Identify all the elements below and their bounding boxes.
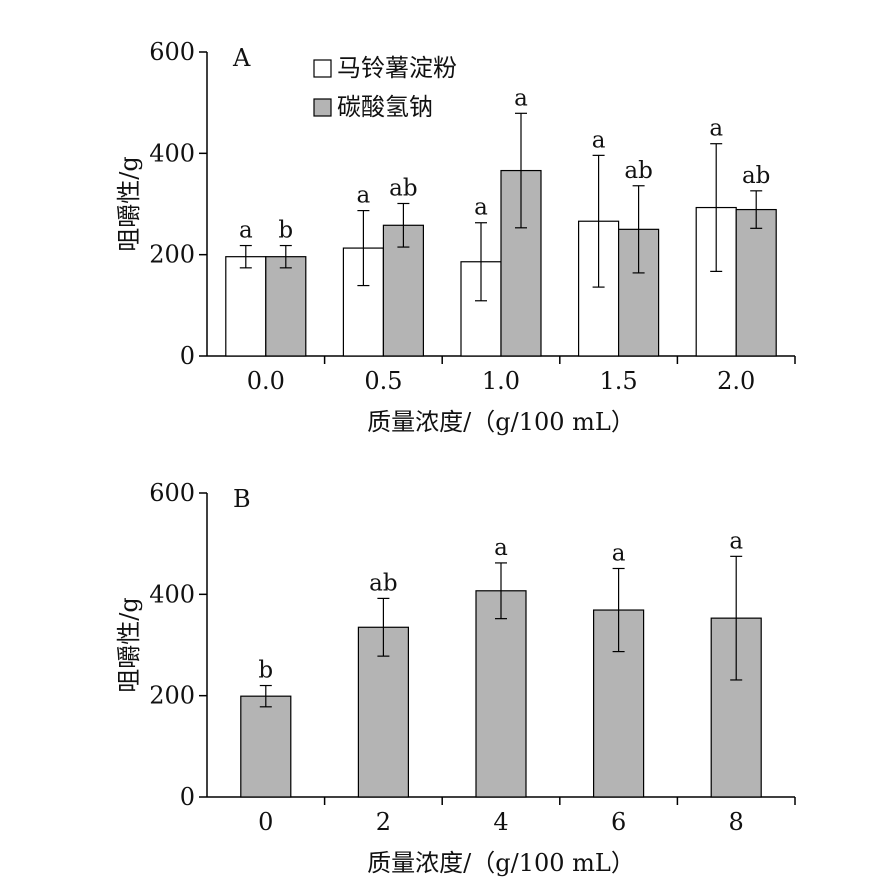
significance-letter: a: [729, 528, 743, 554]
y-axis-title: 咀嚼性/g: [115, 597, 143, 692]
y-tick-label: 0: [180, 783, 195, 811]
y-tick-label: 400: [149, 580, 195, 608]
bar: [475, 590, 527, 798]
x-tick-label: 2: [376, 808, 391, 836]
significance-letter: a: [474, 195, 488, 221]
y-tick-label: 200: [149, 241, 195, 269]
x-tick-label: 4: [493, 808, 508, 836]
x-tick-label: 2.0: [717, 367, 755, 395]
panel-a: 0 200 400 600 0.0 0.5 1.0 1.5 2.0 质量浓度/（g/100 mL）…: [115, 38, 796, 436]
significance-letter: b: [278, 218, 293, 244]
legend-swatch: [313, 59, 332, 78]
legend-label: 马铃薯淀粉: [337, 54, 457, 82]
y-axis-title: 咀嚼性/g: [115, 156, 143, 251]
x-axis-title: 质量浓度/（g/100 mL）: [367, 849, 635, 877]
bar: [735, 208, 777, 357]
significance-letter: a: [239, 218, 253, 244]
significance-letter: a: [494, 535, 508, 561]
x-tick-label: 0.0: [247, 367, 285, 395]
x-axis-title: 质量浓度/（g/100 mL）: [367, 408, 635, 436]
y-tick-label: 0: [180, 342, 195, 370]
y-tick-label: 600: [149, 38, 195, 66]
panel-b: 0 200 400 600 0 2 4 6 8 质量浓度/（g/100 mL） 咀嚼性/g Bb ab a…: [115, 479, 796, 877]
y-tick-label: 200: [149, 682, 195, 710]
significance-letter: a: [514, 85, 528, 111]
x-tick-label: 1.5: [600, 367, 638, 395]
significance-letter: a: [612, 540, 626, 566]
y-tick-label: 600: [149, 479, 195, 507]
significance-letter: ab: [742, 163, 770, 189]
legend-label: 碳酸氢钠: [337, 93, 433, 121]
x-tick-label: 8: [729, 808, 744, 836]
legend-swatch: [313, 98, 332, 117]
significance-letter: ab: [389, 175, 417, 201]
x-tick-label: 1.0: [482, 367, 520, 395]
bar: [240, 695, 292, 798]
significance-letter: a: [709, 116, 723, 142]
significance-letter: a: [592, 127, 606, 153]
significance-letter: a: [357, 183, 371, 209]
bar: [265, 256, 307, 357]
x-tick-label: 6: [611, 808, 626, 836]
panel-label: B: [233, 485, 251, 513]
y-tick-label: 400: [149, 139, 195, 167]
panel-label: A: [232, 44, 251, 72]
x-tick-label: 0.5: [364, 367, 402, 395]
x-tick-label: 0: [258, 808, 273, 836]
significance-letter: ab: [624, 158, 652, 184]
significance-letter: b: [258, 658, 273, 684]
bar: [225, 256, 267, 357]
significance-letter: ab: [369, 570, 397, 596]
